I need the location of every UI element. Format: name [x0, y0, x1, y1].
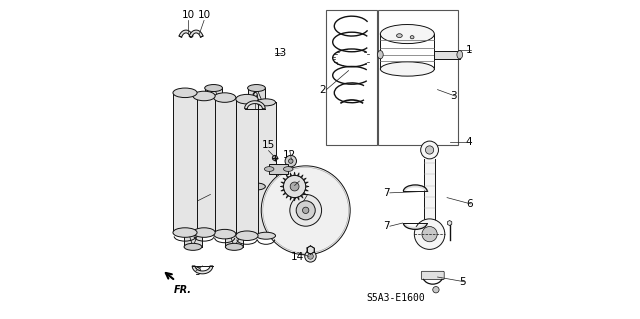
Ellipse shape: [184, 243, 202, 250]
Circle shape: [277, 182, 335, 239]
Circle shape: [285, 155, 296, 167]
Ellipse shape: [264, 167, 274, 171]
Bar: [225, 148, 243, 247]
Ellipse shape: [193, 91, 215, 101]
Circle shape: [271, 176, 340, 245]
Circle shape: [266, 170, 346, 250]
Bar: [205, 88, 223, 187]
Bar: [214, 98, 236, 234]
Circle shape: [284, 175, 306, 197]
Circle shape: [261, 166, 350, 255]
Text: 6: 6: [466, 199, 472, 209]
Bar: [193, 96, 215, 233]
Ellipse shape: [173, 88, 197, 98]
Circle shape: [290, 182, 299, 191]
Text: 1: 1: [466, 45, 472, 55]
Circle shape: [273, 155, 278, 160]
Ellipse shape: [205, 85, 223, 92]
Ellipse shape: [378, 50, 383, 59]
Text: 9: 9: [195, 267, 201, 277]
Text: 12: 12: [284, 150, 296, 160]
Text: 5: 5: [460, 277, 466, 287]
Text: 10: 10: [182, 10, 195, 20]
Bar: [236, 99, 258, 236]
Ellipse shape: [457, 50, 463, 59]
FancyBboxPatch shape: [424, 159, 435, 223]
Ellipse shape: [257, 99, 276, 106]
Bar: [248, 88, 266, 187]
Circle shape: [263, 167, 349, 253]
Text: 4: 4: [466, 137, 472, 147]
Polygon shape: [307, 246, 314, 254]
Bar: [184, 148, 202, 247]
Text: 9: 9: [252, 92, 258, 102]
Bar: [378, 10, 458, 145]
Circle shape: [283, 187, 329, 234]
Ellipse shape: [397, 34, 403, 38]
Ellipse shape: [184, 145, 202, 152]
Polygon shape: [447, 220, 452, 226]
Polygon shape: [403, 223, 427, 229]
Ellipse shape: [225, 243, 243, 250]
Ellipse shape: [248, 183, 266, 190]
Bar: [435, 50, 460, 59]
Circle shape: [290, 195, 321, 226]
Text: 3: 3: [450, 91, 456, 101]
Text: 8: 8: [196, 196, 203, 206]
Ellipse shape: [173, 228, 197, 237]
Text: 14: 14: [291, 252, 305, 262]
Text: 13: 13: [274, 48, 287, 58]
Ellipse shape: [236, 94, 258, 104]
Circle shape: [289, 159, 293, 163]
Circle shape: [288, 193, 323, 228]
Text: 2: 2: [319, 85, 326, 95]
Circle shape: [426, 146, 434, 154]
Text: 11: 11: [292, 180, 306, 190]
Ellipse shape: [284, 167, 293, 171]
Text: FR.: FR.: [174, 285, 192, 295]
Ellipse shape: [214, 93, 236, 102]
Ellipse shape: [380, 25, 435, 44]
Circle shape: [308, 254, 314, 259]
Polygon shape: [403, 185, 427, 191]
Bar: [269, 164, 288, 174]
Bar: [257, 102, 276, 236]
Bar: [326, 10, 377, 145]
FancyBboxPatch shape: [421, 271, 444, 279]
Bar: [173, 93, 197, 233]
Circle shape: [420, 141, 438, 159]
Ellipse shape: [225, 145, 243, 152]
Circle shape: [303, 207, 309, 213]
Circle shape: [274, 179, 337, 242]
Text: 15: 15: [262, 140, 275, 150]
Ellipse shape: [236, 231, 258, 241]
Polygon shape: [179, 30, 193, 37]
Circle shape: [305, 251, 316, 262]
Circle shape: [280, 184, 332, 236]
Text: 7: 7: [383, 221, 390, 231]
Ellipse shape: [205, 183, 223, 190]
Text: 7: 7: [383, 188, 390, 198]
Circle shape: [296, 201, 316, 220]
Circle shape: [422, 226, 437, 242]
Text: 10: 10: [198, 10, 211, 20]
Ellipse shape: [257, 232, 276, 239]
Text: S5A3-E1600: S5A3-E1600: [367, 293, 426, 303]
Circle shape: [268, 173, 343, 248]
Ellipse shape: [380, 62, 435, 76]
Ellipse shape: [248, 85, 266, 92]
Circle shape: [414, 219, 445, 249]
Polygon shape: [189, 30, 203, 37]
Circle shape: [433, 286, 439, 293]
Ellipse shape: [410, 36, 414, 39]
Polygon shape: [192, 266, 213, 274]
Polygon shape: [244, 101, 265, 109]
Ellipse shape: [193, 228, 215, 237]
Ellipse shape: [214, 229, 236, 239]
Circle shape: [285, 190, 326, 231]
